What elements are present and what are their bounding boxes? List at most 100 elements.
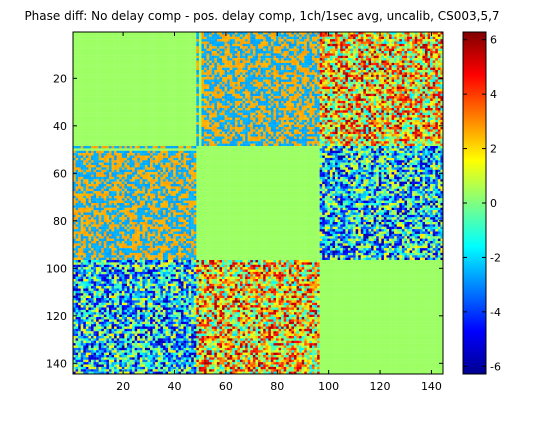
heatmap-cell xyxy=(219,100,223,104)
heatmap-cell xyxy=(329,67,333,71)
heatmap-cell xyxy=(229,103,233,106)
heatmap-cell xyxy=(368,46,372,49)
heatmap-cell xyxy=(116,36,120,40)
heatmap-cell xyxy=(78,67,81,71)
heatmap-cell xyxy=(198,89,202,92)
heatmap-cell xyxy=(358,84,361,87)
heatmap-cell xyxy=(299,100,302,104)
heatmap-cell xyxy=(98,105,102,109)
heatmap-cell xyxy=(278,51,282,54)
heatmap-cell xyxy=(216,41,220,45)
heatmap-cell xyxy=(155,58,158,61)
heatmap-cell xyxy=(386,79,390,83)
heatmap-cell xyxy=(430,72,433,75)
heatmap-cell xyxy=(83,62,86,66)
heatmap-cell xyxy=(281,55,284,59)
heatmap-cell xyxy=(381,93,385,97)
heatmap-cell xyxy=(417,93,421,97)
heatmap-cell xyxy=(299,34,302,37)
heatmap-cell xyxy=(286,34,289,37)
heatmap-cell xyxy=(216,36,220,40)
heatmap-cell xyxy=(358,67,361,71)
heatmap-cell xyxy=(291,96,295,99)
heatmap-cell xyxy=(90,84,94,87)
heatmap-cell xyxy=(152,91,156,94)
heatmap-cell xyxy=(288,65,292,68)
heatmap-cell xyxy=(101,79,104,83)
heatmap-cell xyxy=(340,67,343,71)
heatmap-cell xyxy=(391,34,395,37)
heatmap-cell xyxy=(309,60,313,64)
heatmap-cell xyxy=(219,70,223,73)
heatmap-cell xyxy=(186,51,189,54)
heatmap-cell xyxy=(417,77,421,80)
heatmap-cell xyxy=(75,34,79,37)
heatmap-cell xyxy=(240,62,243,66)
heatmap-cell xyxy=(378,86,382,90)
heatmap-cell xyxy=(240,65,243,68)
heatmap-cell xyxy=(240,67,243,71)
heatmap-cell xyxy=(114,110,117,113)
heatmap-cell xyxy=(186,110,189,113)
heatmap-cell xyxy=(322,67,325,71)
heatmap-cell xyxy=(329,84,333,87)
heatmap-cell xyxy=(396,67,400,71)
heatmap-cell xyxy=(193,108,197,111)
heatmap-cell xyxy=(80,81,84,85)
heatmap-cell xyxy=(409,65,413,68)
heatmap-cell xyxy=(319,112,323,116)
heatmap-cell xyxy=(119,55,122,59)
heatmap-cell xyxy=(417,48,421,52)
heatmap-cell xyxy=(162,93,166,97)
heatmap-cell xyxy=(345,91,349,94)
heatmap-cell xyxy=(283,110,287,113)
heatmap-cell xyxy=(260,103,264,106)
heatmap-cell xyxy=(168,51,171,54)
heatmap-cell xyxy=(275,51,279,54)
heatmap-cell xyxy=(281,67,284,71)
heatmap-cell xyxy=(250,46,254,49)
heatmap-cell xyxy=(88,60,92,64)
heatmap-cell xyxy=(227,86,230,90)
heatmap-cell xyxy=(275,91,279,94)
heatmap-cell xyxy=(399,34,403,37)
heatmap-cell xyxy=(126,110,130,113)
heatmap-cell xyxy=(168,72,171,75)
heatmap-cell xyxy=(170,105,174,109)
heatmap-cell xyxy=(132,70,135,73)
heatmap-cell xyxy=(399,74,403,78)
heatmap-cell xyxy=(121,58,125,61)
heatmap-cell xyxy=(193,34,197,37)
heatmap-cell xyxy=(206,79,210,83)
heatmap-cell xyxy=(111,70,115,73)
heatmap-cell xyxy=(383,79,387,83)
heatmap-cell xyxy=(340,79,343,83)
heatmap-cell xyxy=(224,96,228,99)
heatmap-cell xyxy=(286,46,289,49)
heatmap-cell xyxy=(391,89,395,92)
heatmap-cell xyxy=(250,62,254,66)
heatmap-cell xyxy=(98,100,102,104)
heatmap-cell xyxy=(363,46,367,49)
heatmap-cell xyxy=(283,46,287,49)
heatmap-cell xyxy=(98,89,102,92)
heatmap-cell xyxy=(139,103,143,106)
heatmap-cell xyxy=(206,112,210,116)
heatmap-cell xyxy=(293,79,297,83)
heatmap-cell xyxy=(144,105,148,109)
heatmap-cell xyxy=(299,41,302,45)
heatmap-cell xyxy=(270,96,274,99)
heatmap-cell xyxy=(337,67,341,71)
heatmap-cell xyxy=(119,89,122,92)
heatmap-cell xyxy=(83,55,86,59)
heatmap-cell xyxy=(137,46,140,49)
heatmap-cell xyxy=(394,41,397,45)
heatmap-cell xyxy=(291,55,295,59)
heatmap-cell xyxy=(178,51,182,54)
heatmap-cell xyxy=(435,41,439,45)
heatmap-cell xyxy=(88,65,92,68)
heatmap-cell xyxy=(134,72,138,75)
heatmap-cell xyxy=(327,58,331,61)
heatmap-cell xyxy=(101,60,104,64)
heatmap-cell xyxy=(401,77,405,80)
